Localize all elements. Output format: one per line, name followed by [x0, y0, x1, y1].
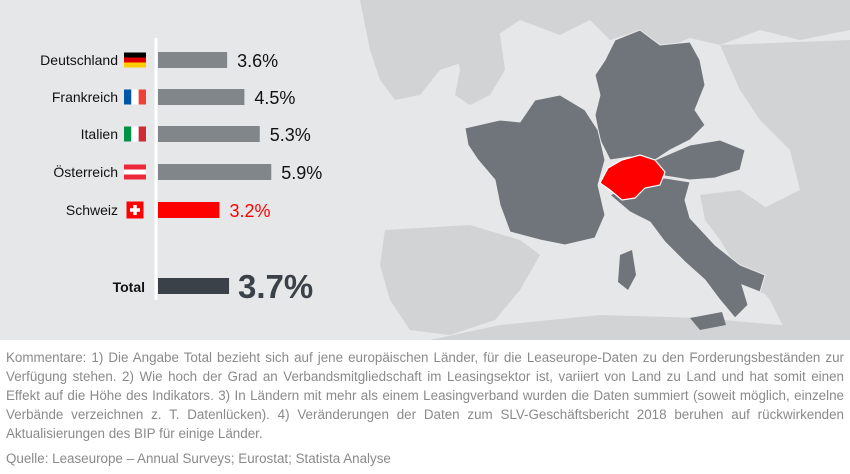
value-label: 5.3%	[270, 125, 311, 145]
map-sardinia	[618, 250, 636, 290]
map-land-uk	[455, 20, 505, 105]
bar-chart: Deutschland 3.6% Frankreich 4.5% Italien 5.3%…	[40, 38, 322, 305]
source-note: Quelle: Leaseurope – Annual Surveys; Eur…	[6, 451, 391, 466]
total-label: Total	[113, 279, 145, 295]
value-label: 3.2%	[229, 201, 270, 221]
category-label: Frankreich	[52, 89, 118, 105]
france-flag	[124, 89, 146, 105]
map-sicily	[690, 312, 726, 330]
map-switzerland	[599, 154, 666, 201]
chart-figure: Deutschland 3.6% Frankreich 4.5% Italien 5.3%…	[0, 0, 850, 340]
europe-map	[360, 0, 850, 340]
bar	[158, 126, 260, 142]
map-land-africa	[430, 315, 850, 340]
total-value-label: 3.7%	[238, 268, 313, 305]
category-label: Österreich	[53, 163, 118, 180]
category-label: Italien	[81, 126, 118, 142]
map-land-balkans	[700, 190, 800, 300]
italy-flag	[124, 126, 146, 142]
bar	[158, 52, 228, 68]
value-label: 3.6%	[237, 51, 278, 71]
value-label: 5.9%	[281, 163, 322, 183]
bar	[158, 164, 272, 180]
map-germany	[594, 29, 706, 161]
category-label: Deutschland	[40, 52, 118, 68]
total-bar	[158, 278, 230, 294]
map-land-iberia	[380, 225, 540, 335]
footnotes: Kommentare: 1) Die Angabe Total bezieht …	[6, 350, 844, 441]
bar	[158, 89, 245, 105]
category-label: Schweiz	[66, 202, 118, 218]
map-france	[464, 94, 606, 246]
value-label: 4.5%	[254, 88, 295, 108]
map-italy	[609, 177, 766, 319]
germany-flag	[124, 52, 146, 68]
switzerland-flag	[126, 201, 144, 219]
map-austria	[654, 139, 746, 181]
bar	[158, 202, 220, 218]
austria-flag	[124, 164, 146, 180]
